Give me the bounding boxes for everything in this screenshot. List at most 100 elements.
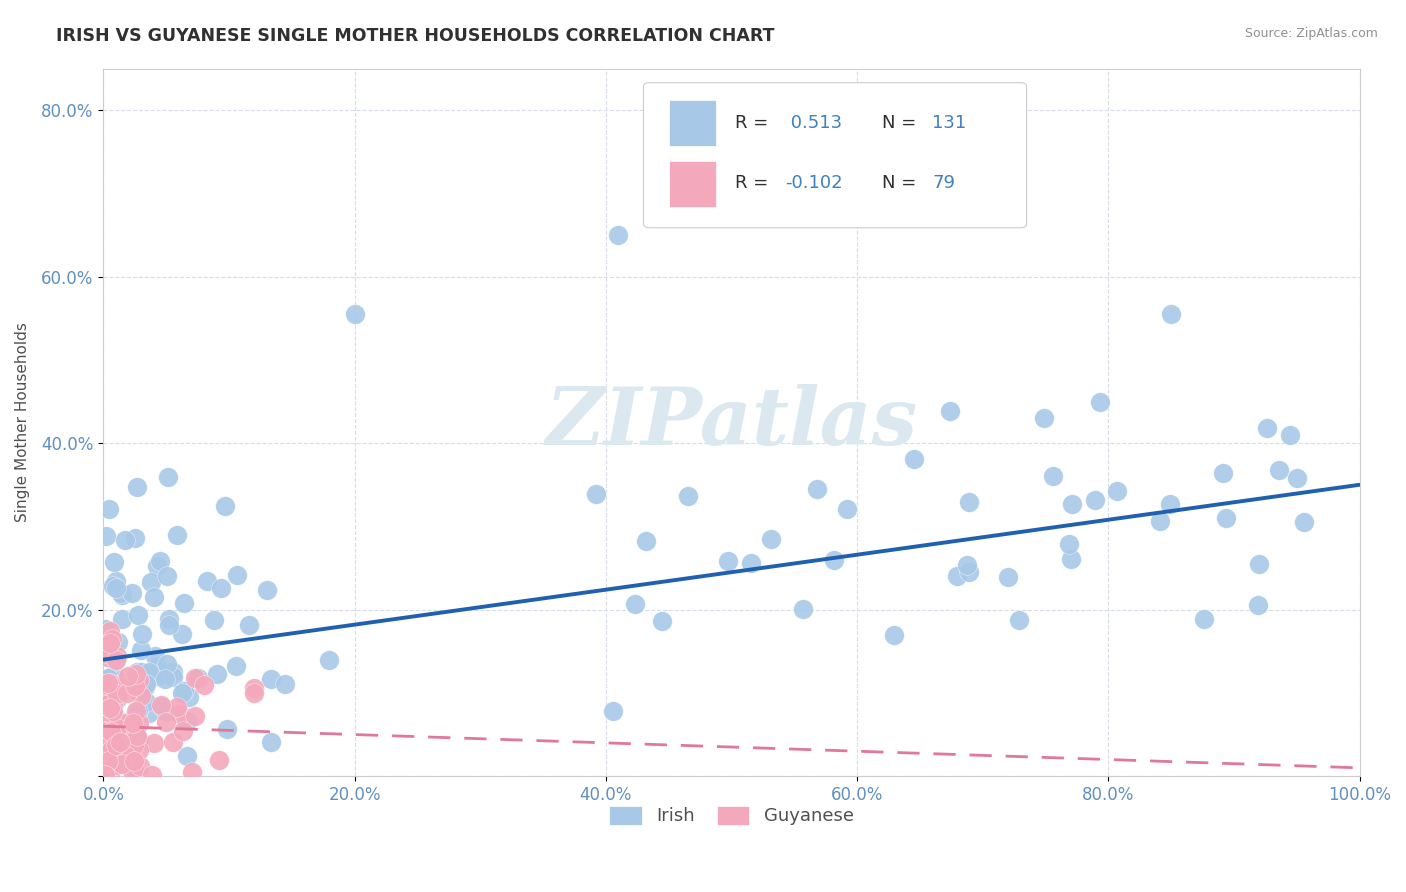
Point (110, 586, 132, 600)
Point (156, 657, 179, 671)
Point (105, 722, 128, 736)
Point (792, 602, 814, 616)
Text: N =: N = (882, 174, 922, 192)
Point (155, 672, 177, 686)
Point (1159, 498, 1181, 512)
Point (135, 677, 157, 691)
Point (93, 673, 115, 688)
Point (157, 618, 180, 632)
Point (143, 648, 166, 663)
Point (105, 738, 128, 752)
Point (1057, 537, 1080, 551)
Point (96, 733, 118, 747)
Point (1268, 463, 1291, 477)
Point (122, 761, 145, 775)
Point (139, 574, 162, 589)
Point (129, 689, 152, 703)
Point (103, 723, 125, 738)
Point (117, 669, 139, 683)
Point (1105, 484, 1128, 499)
Point (101, 640, 124, 655)
Point (124, 679, 146, 693)
Point (149, 554, 172, 568)
Point (97, 647, 120, 661)
Point (115, 731, 138, 746)
Bar (669, 101, 716, 146)
Point (94, 682, 117, 697)
Point (100, 724, 122, 739)
Point (169, 707, 191, 722)
Point (945, 568, 967, 582)
Point (115, 727, 138, 741)
Point (166, 700, 188, 714)
Y-axis label: Single Mother Households: Single Mother Households (15, 322, 30, 523)
Point (93, 733, 115, 747)
Point (162, 665, 184, 679)
Point (107, 691, 129, 706)
Text: Source: ZipAtlas.com: Source: ZipAtlas.com (1244, 27, 1378, 40)
Point (155, 715, 177, 730)
Point (103, 685, 125, 699)
Text: IRISH VS GUYANESE SINGLE MOTHER HOUSEHOLDS CORRELATION CHART: IRISH VS GUYANESE SINGLE MOTHER HOUSEHOL… (56, 27, 775, 45)
Point (97, 696, 120, 710)
Point (243, 686, 266, 700)
Point (205, 667, 228, 681)
Point (101, 704, 124, 718)
Point (98, 636, 121, 650)
Point (93, 698, 115, 712)
Point (112, 745, 135, 759)
Point (97, 754, 120, 768)
Point (114, 533, 136, 547)
Point (96, 724, 118, 739)
Point (157, 612, 180, 626)
Point (156, 469, 179, 483)
Text: R =: R = (735, 114, 775, 132)
Point (129, 665, 152, 679)
Point (98, 700, 121, 714)
Point (108, 735, 131, 749)
Point (176, 714, 198, 729)
Point (187, 671, 209, 685)
Point (127, 703, 149, 717)
Point (585, 487, 607, 501)
Point (97, 675, 120, 690)
Point (128, 743, 150, 757)
Point (242, 681, 264, 696)
Point (208, 752, 231, 766)
Point (103, 556, 125, 570)
Point (131, 626, 153, 640)
Point (837, 501, 859, 516)
Point (122, 716, 145, 731)
Point (238, 617, 260, 632)
Point (93, 677, 115, 691)
Point (195, 574, 218, 589)
Point (1285, 471, 1308, 485)
Point (105, 687, 128, 701)
Point (127, 480, 149, 494)
Point (98, 624, 121, 638)
Point (141, 768, 163, 782)
Point (759, 533, 782, 547)
Point (1042, 468, 1064, 483)
Point (105, 581, 128, 595)
Point (98, 693, 121, 707)
Point (104, 652, 127, 666)
Point (114, 716, 136, 731)
Point (260, 735, 283, 749)
Point (173, 596, 195, 610)
Point (150, 700, 173, 714)
Point (115, 749, 138, 764)
Point (1060, 552, 1083, 566)
Point (634, 534, 657, 549)
Point (806, 482, 828, 496)
Point (104, 749, 127, 764)
Point (1033, 411, 1056, 425)
Point (202, 613, 225, 627)
Point (209, 581, 232, 595)
Point (97, 671, 120, 685)
Point (1256, 421, 1278, 435)
Point (184, 671, 207, 685)
Point (274, 677, 297, 691)
Point (607, 227, 630, 242)
Text: 131: 131 (932, 114, 967, 132)
